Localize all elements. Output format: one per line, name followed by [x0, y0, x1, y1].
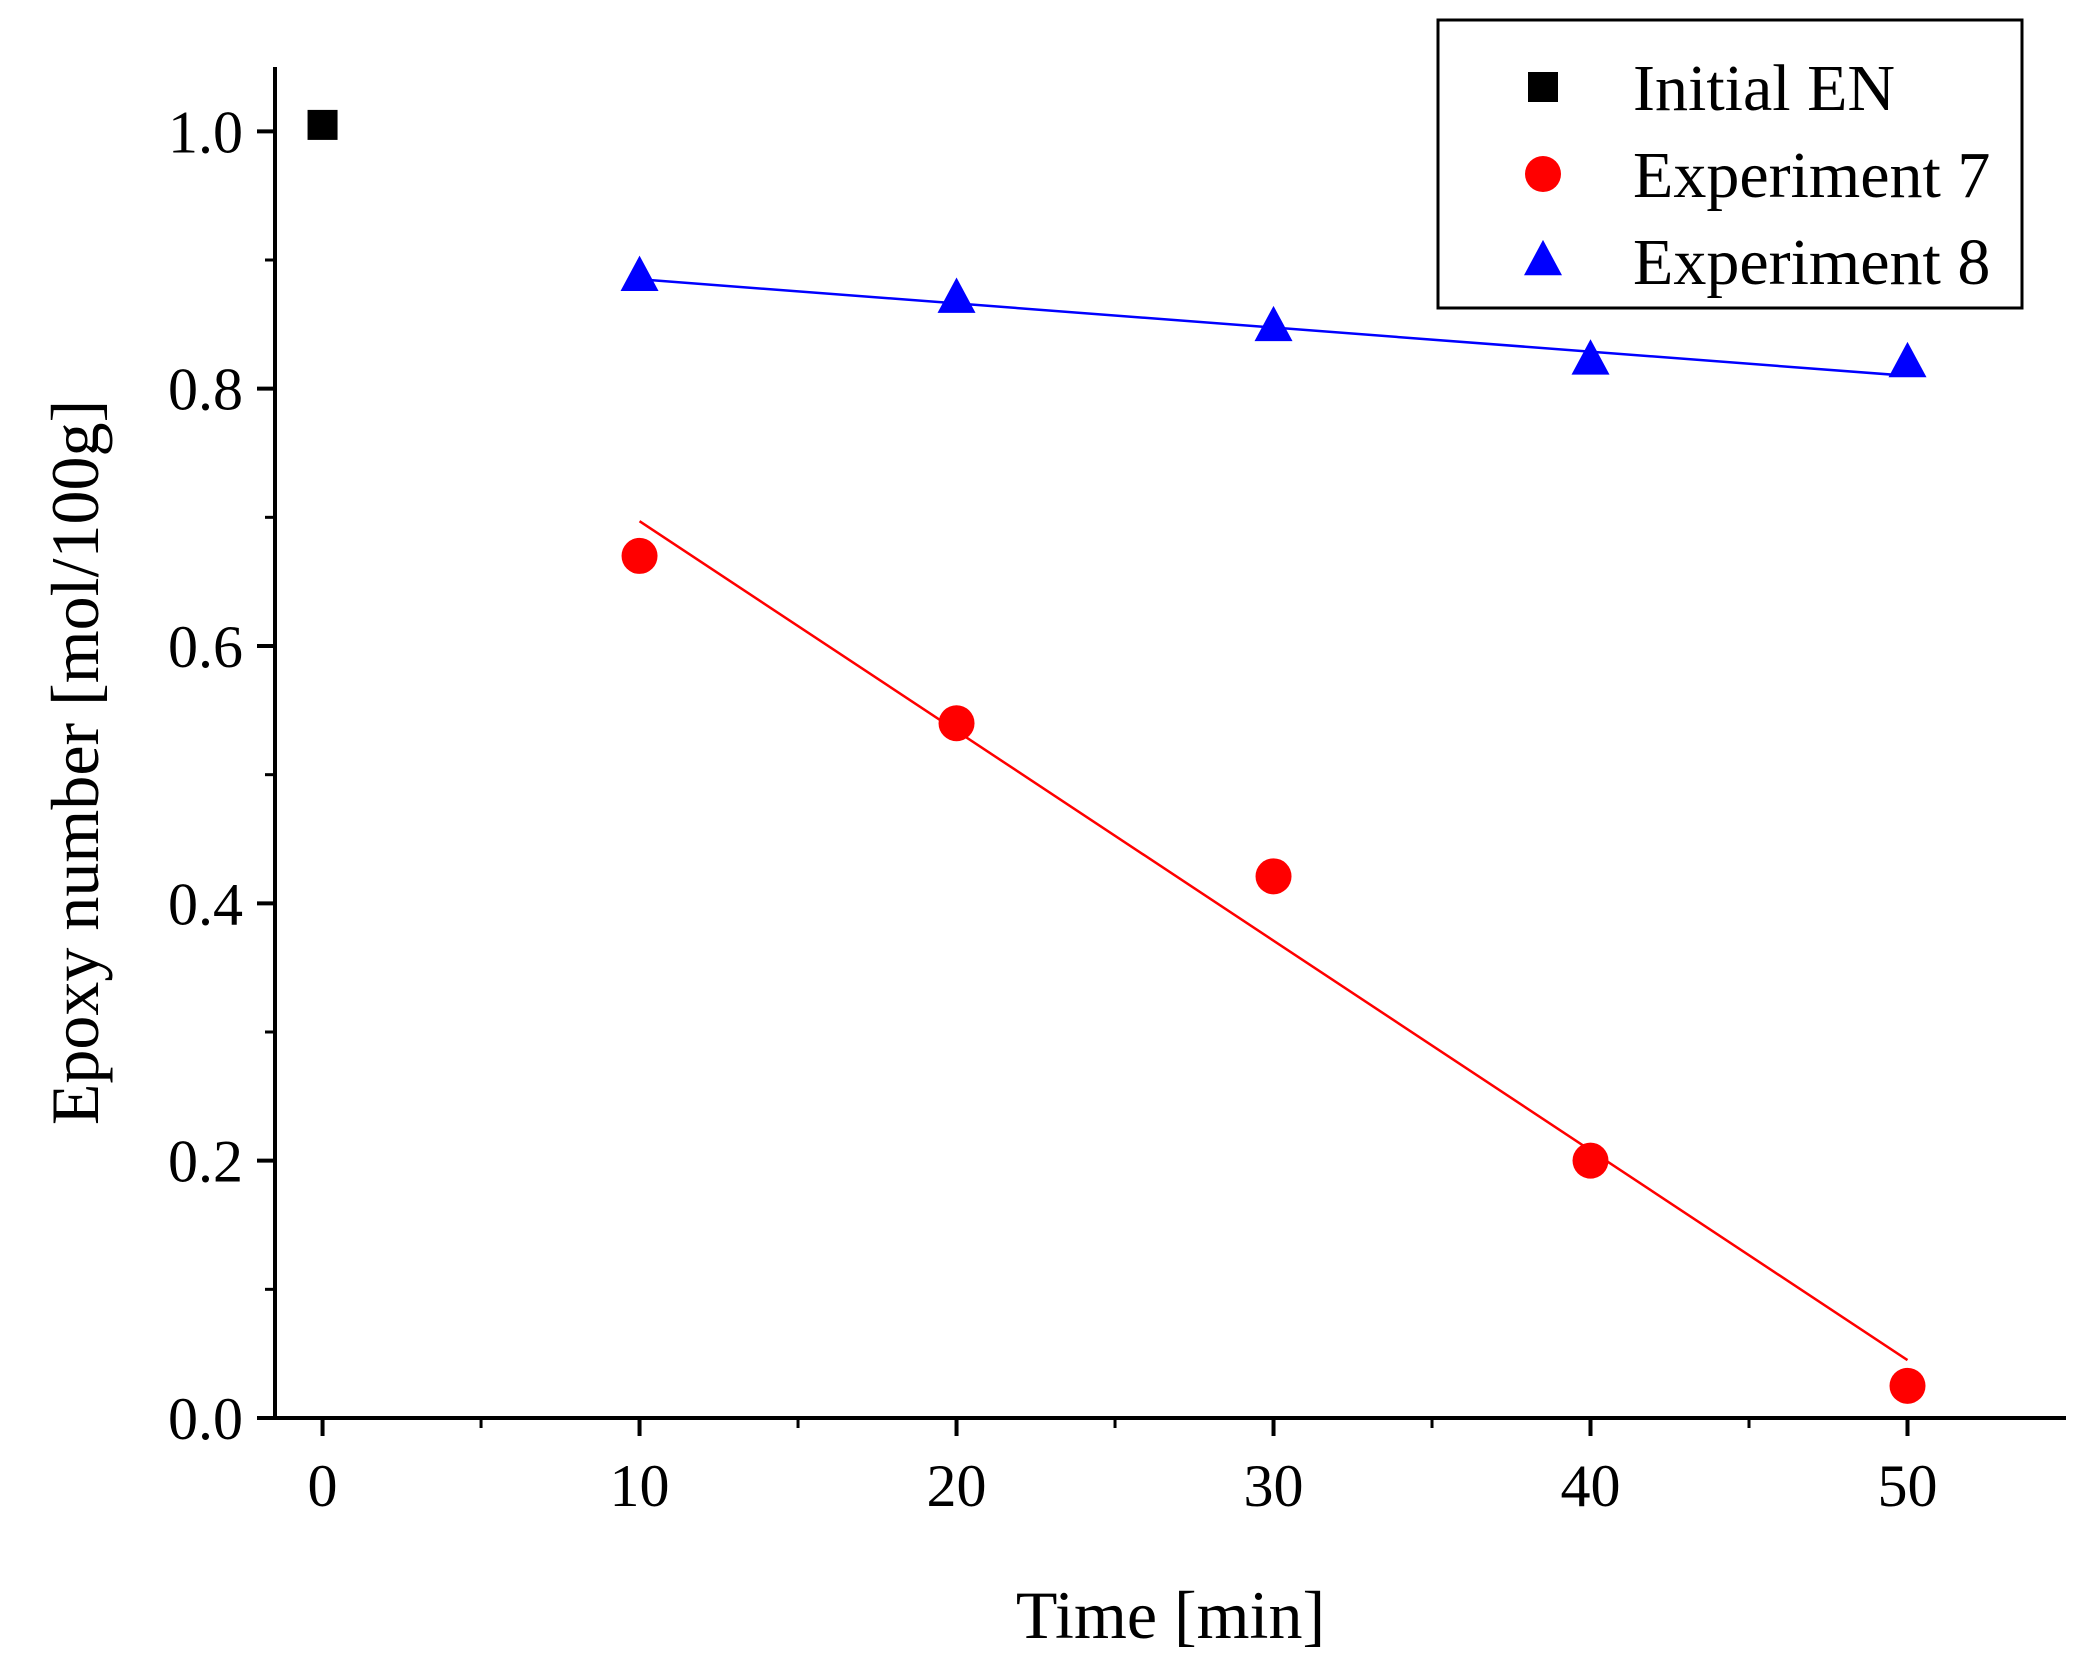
experiment-8-point — [1571, 339, 1610, 375]
experiment-8-point — [620, 255, 659, 292]
fit-lines — [638, 278, 1909, 1362]
y-tick-label: 0.2 — [168, 1129, 243, 1195]
experiment-8-point — [1254, 305, 1293, 342]
x-tick-label: 40 — [1561, 1453, 1621, 1519]
experiment-7-point — [1889, 1367, 1926, 1404]
x-tick-label: 20 — [927, 1453, 987, 1519]
x-tick-label: 30 — [1244, 1453, 1304, 1519]
experiment-7-point — [938, 705, 975, 742]
x-tick-label: 0 — [308, 1453, 338, 1519]
experiment-7-fit-line — [638, 520, 1909, 1362]
legend-marker-experiment-7 — [1525, 156, 1561, 192]
experiment-7-point — [621, 537, 658, 574]
experiment-8-point — [937, 277, 976, 313]
x-axis-title: Time [min] — [1016, 1577, 1325, 1653]
y-tick-label: 0.0 — [168, 1386, 243, 1452]
x-tick-label: 50 — [1878, 1453, 1938, 1519]
y-axis-title: Epoxy number [mol/100g] — [37, 400, 113, 1125]
x-tick-label: 10 — [610, 1453, 670, 1519]
legend: Initial EN Experiment 7 Experiment 8 — [1436, 18, 2024, 310]
y-tick-label: 0.6 — [168, 614, 243, 680]
legend-label-initial-en: Initial EN — [1633, 52, 1895, 125]
experiment-8-point — [1888, 341, 1927, 378]
experiment-7-point — [1255, 858, 1292, 895]
y-tick-label: 0.4 — [168, 871, 243, 937]
legend-label-experiment-7: Experiment 7 — [1633, 139, 1990, 212]
legend-marker-initial-en — [1528, 72, 1558, 102]
legend-marker-experiment-8 — [1524, 239, 1562, 276]
legend-label-experiment-8: Experiment 8 — [1633, 226, 1990, 299]
y-tick-label: 0.8 — [168, 357, 243, 423]
tick-labels: 0 10 20 30 40 50 0.0 0.2 0.4 0.6 0.8 1.0 — [168, 99, 1938, 1519]
axes — [257, 67, 2066, 1436]
data-points — [307, 109, 1927, 1404]
y-tick-label: 1.0 — [168, 99, 243, 165]
initial-en-point — [307, 109, 338, 140]
experiment-7-point — [1572, 1142, 1609, 1179]
